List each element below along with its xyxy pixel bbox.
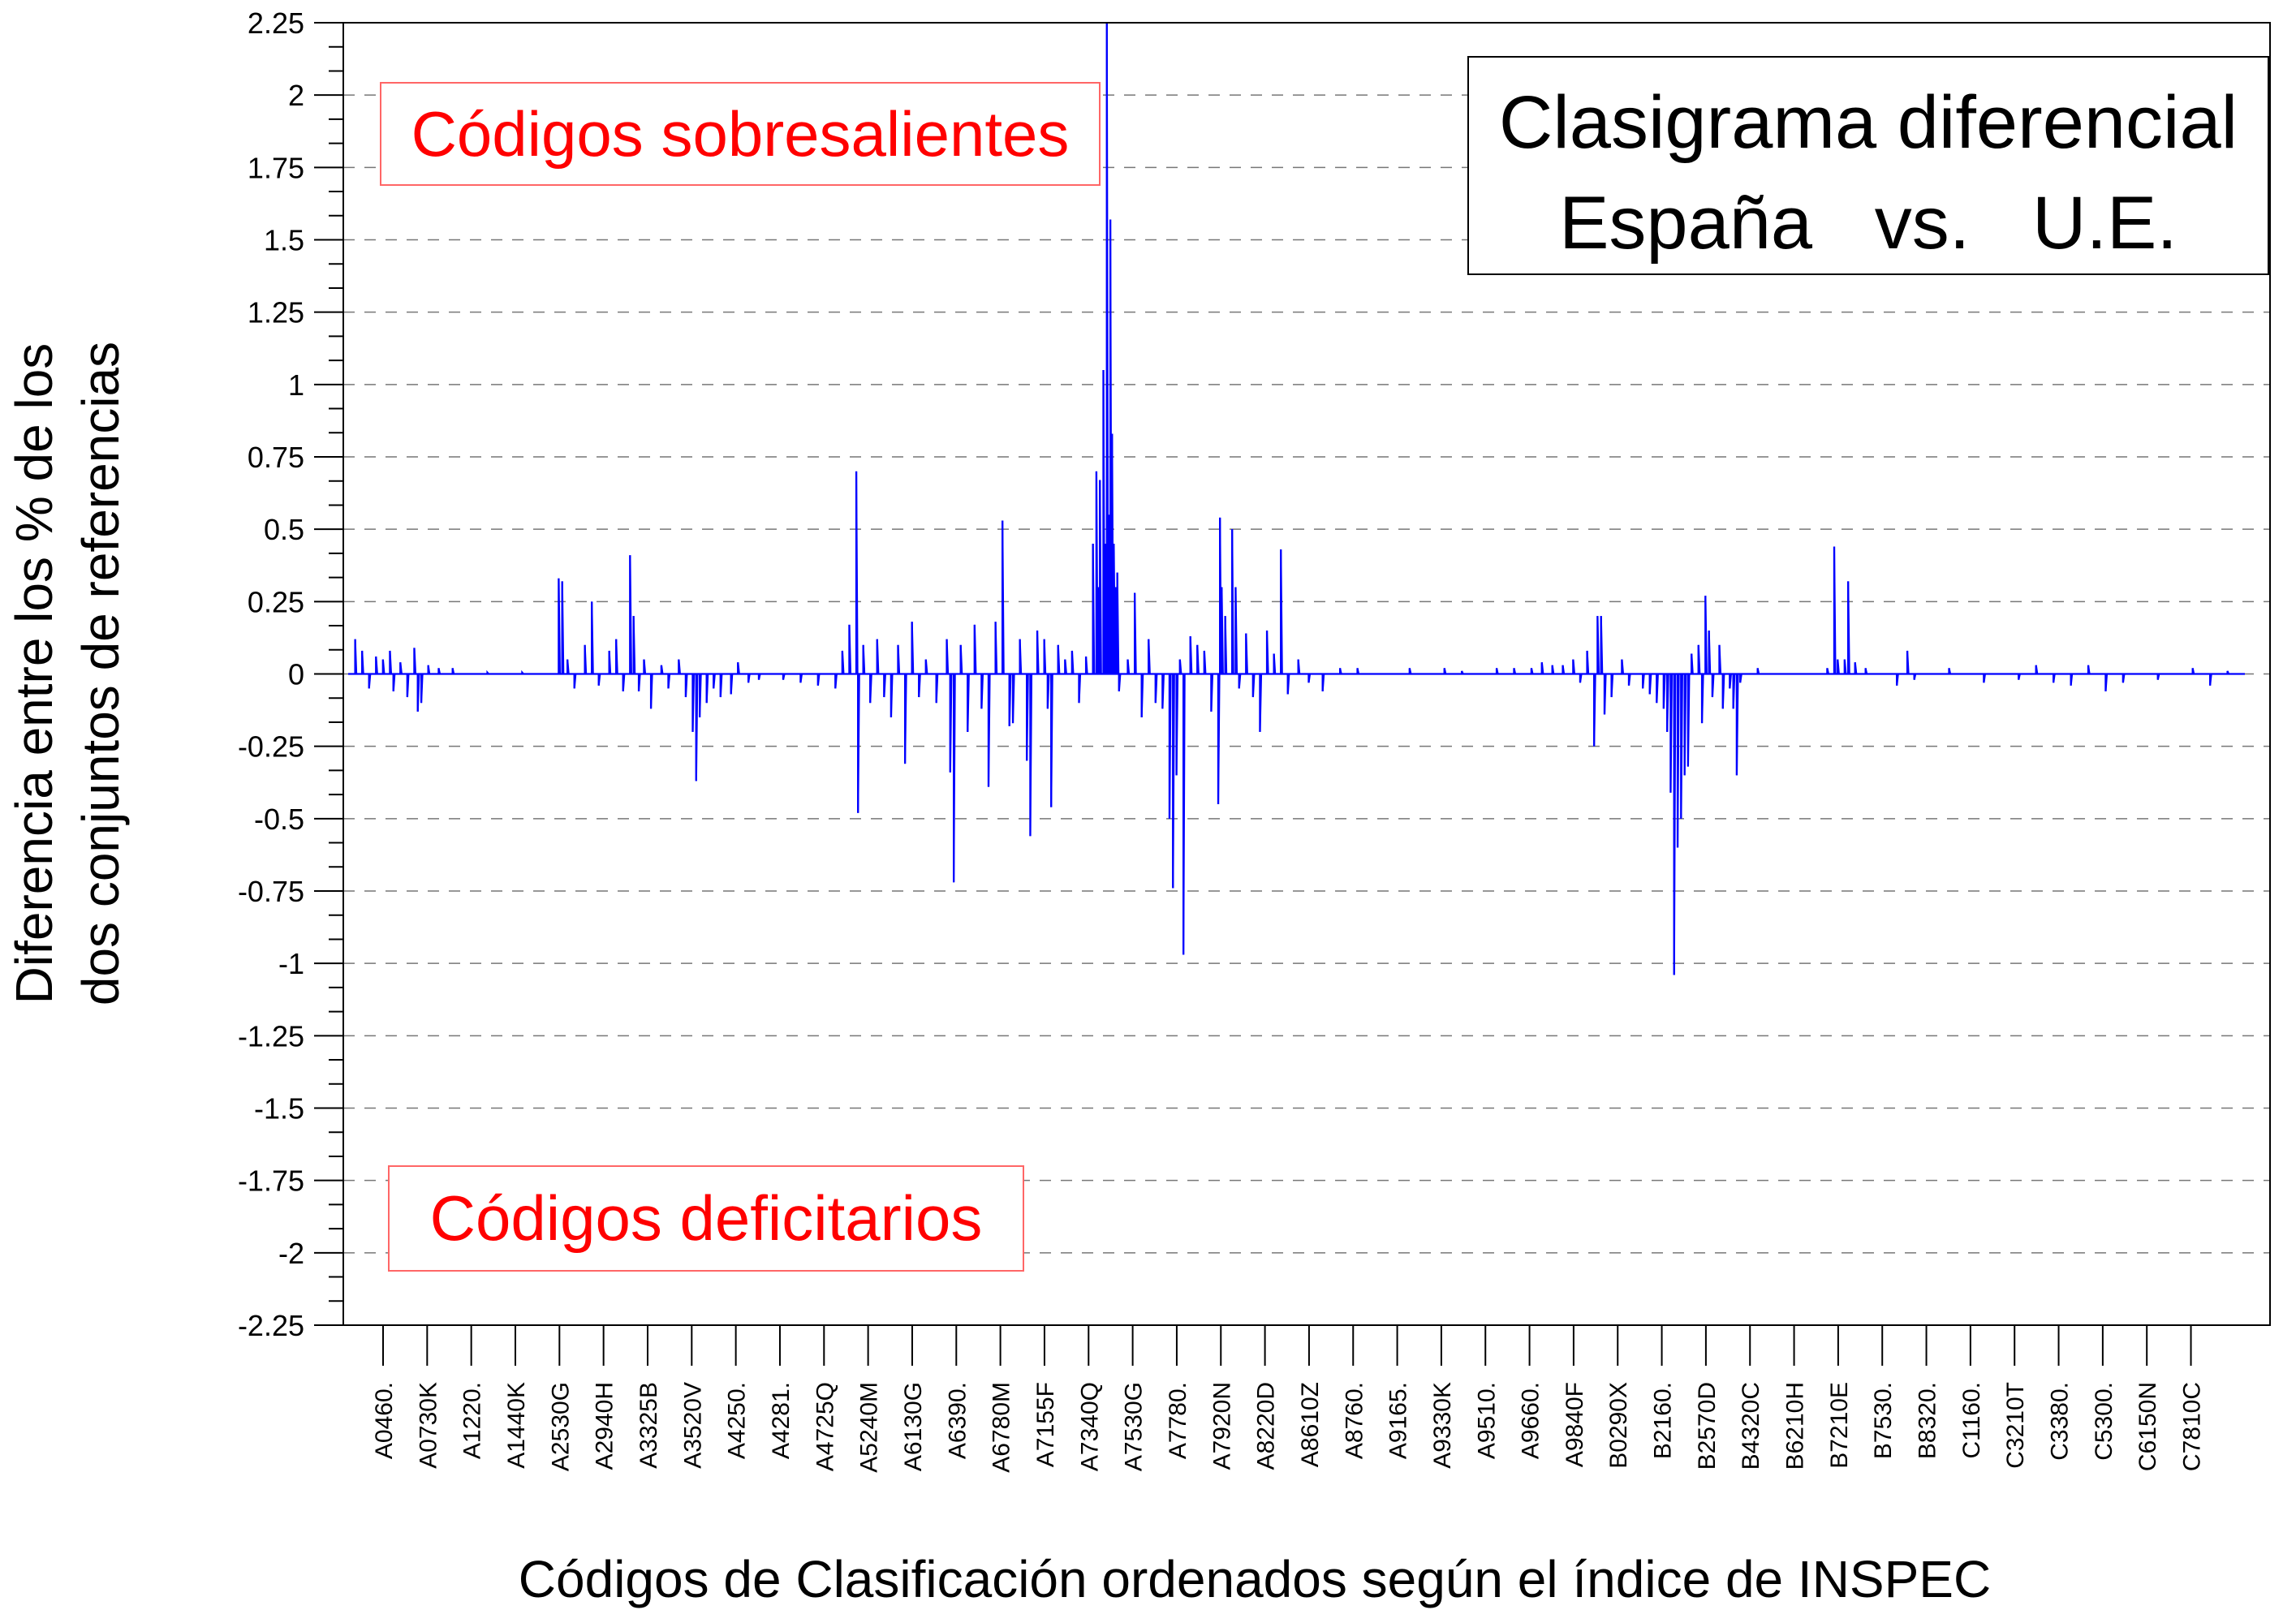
x-tick-label: A2530G: [547, 1382, 574, 1471]
x-tick-label: B0290X: [1605, 1382, 1632, 1469]
y-axis-title-line2: dos conjuntos de referencias: [71, 342, 130, 1005]
x-tick-label: C1160.: [1958, 1382, 1985, 1459]
x-tick-label: A2940H: [592, 1382, 618, 1470]
x-tick-label: A6390.: [944, 1382, 971, 1459]
x-tick-label: A6130G: [900, 1382, 927, 1471]
chart-title-line2: España vs. U.E.: [1559, 182, 2178, 265]
x-axis-title: Códigos de Clasificación ordenados según…: [519, 1550, 1991, 1608]
x-tick-label: B2160.: [1650, 1382, 1677, 1459]
y-tick-label: -0.25: [238, 730, 304, 764]
x-tick-label: A4250.: [724, 1382, 751, 1459]
y-tick-label: -0.75: [238, 875, 304, 908]
x-tick-label: C5300.: [2091, 1382, 2117, 1461]
x-tick-label: A7780.: [1165, 1382, 1191, 1459]
x-tick-label: A4281.: [768, 1382, 795, 1459]
series-group: [348, 22, 2245, 975]
x-tick-label: A7920N: [1208, 1382, 1235, 1470]
y-tick-label: -1.25: [238, 1019, 304, 1053]
x-tick-label: B4320C: [1738, 1382, 1764, 1470]
x-tick-label: A5240M: [856, 1382, 883, 1473]
y-tick-label: -0.5: [254, 803, 304, 836]
x-tick-label: A8220D: [1253, 1382, 1280, 1470]
x-tick-label: C6150N: [2134, 1382, 2161, 1471]
y-tick-label: -2: [278, 1237, 304, 1270]
x-tick-label: A3520V: [679, 1382, 706, 1469]
y-axis: 2.25 2 1.75 1.5 1.25 1 0.75 0.5 0.25 0 -0.25 -0.5 -0…: [238, 6, 343, 1342]
plot-frame: [342, 22, 2271, 1326]
y-tick-label: 1.5: [264, 224, 304, 257]
x-tick-label: A7530G: [1121, 1382, 1148, 1471]
x-tick-label: A9510.: [1473, 1382, 1500, 1459]
annotation-box-top: [380, 82, 1101, 186]
y-axis-title-line1: Diferencia entre los % de los: [5, 343, 63, 1005]
x-axis: A0460. A0730K A1220. A1440K A2530G A2940H A332…: [371, 1325, 2206, 1473]
x-tick-label: B6210H: [1782, 1382, 1809, 1470]
annotation-sobresalientes: Códigos sobresalientes: [411, 98, 1070, 170]
x-tick-label: A8610Z: [1297, 1382, 1324, 1467]
x-tick-label: B7530.: [1870, 1382, 1897, 1459]
x-tick-label: B2570D: [1694, 1382, 1721, 1470]
y-tick-label: 1: [288, 368, 304, 402]
x-tick-label: A9660.: [1518, 1382, 1544, 1459]
y-tick-label: 0: [288, 658, 304, 691]
chart-title-line1: Clasigrama diferencial: [1499, 81, 2238, 164]
y-tick-label: 2: [288, 79, 304, 112]
title-box: [1467, 56, 2269, 275]
x-tick-label: A1220.: [459, 1382, 486, 1459]
x-tick-label: A8760.: [1341, 1382, 1368, 1459]
x-tick-label: A0460.: [371, 1382, 398, 1459]
y-tick-label: 0.5: [264, 513, 304, 546]
x-tick-label: C3210T: [2002, 1382, 2029, 1469]
y-tick-label: -1.75: [238, 1164, 304, 1198]
x-tick-label: A1440K: [503, 1382, 530, 1469]
x-tick-label: A9840F: [1562, 1382, 1588, 1467]
x-tick-label: A0730K: [415, 1382, 442, 1469]
y-tick-label: 2.25: [248, 6, 304, 40]
x-tick-label: C3380.: [2047, 1382, 2074, 1461]
x-tick-label: A4725Q: [812, 1382, 838, 1471]
x-tick-label: A7340Q: [1076, 1382, 1103, 1471]
annotation-box-bottom: [388, 1165, 1024, 1272]
y-tick-label: 0.75: [248, 441, 304, 474]
x-tick-label: B7210E: [1826, 1382, 1853, 1469]
x-tick-label: A7155F: [1032, 1382, 1059, 1467]
x-tick-label: A9165.: [1385, 1382, 1412, 1459]
x-tick-label: A9330K: [1429, 1382, 1456, 1469]
y-tick-label: 0.25: [248, 585, 304, 618]
x-tick-label: A3325B: [635, 1382, 662, 1469]
y-tick-label: -1.5: [254, 1092, 304, 1126]
x-tick-label: C7810C: [2179, 1382, 2206, 1471]
y-tick-label: -1: [278, 947, 304, 980]
annotation-deficitarios: Códigos deficitarios: [430, 1182, 983, 1254]
y-tick-label: 1.25: [248, 296, 304, 329]
x-tick-label: B8320.: [1915, 1382, 1941, 1459]
x-tick-label: A6780M: [989, 1382, 1015, 1473]
y-tick-label: 1.75: [248, 151, 304, 184]
y-tick-label: -2.25: [238, 1309, 304, 1342]
